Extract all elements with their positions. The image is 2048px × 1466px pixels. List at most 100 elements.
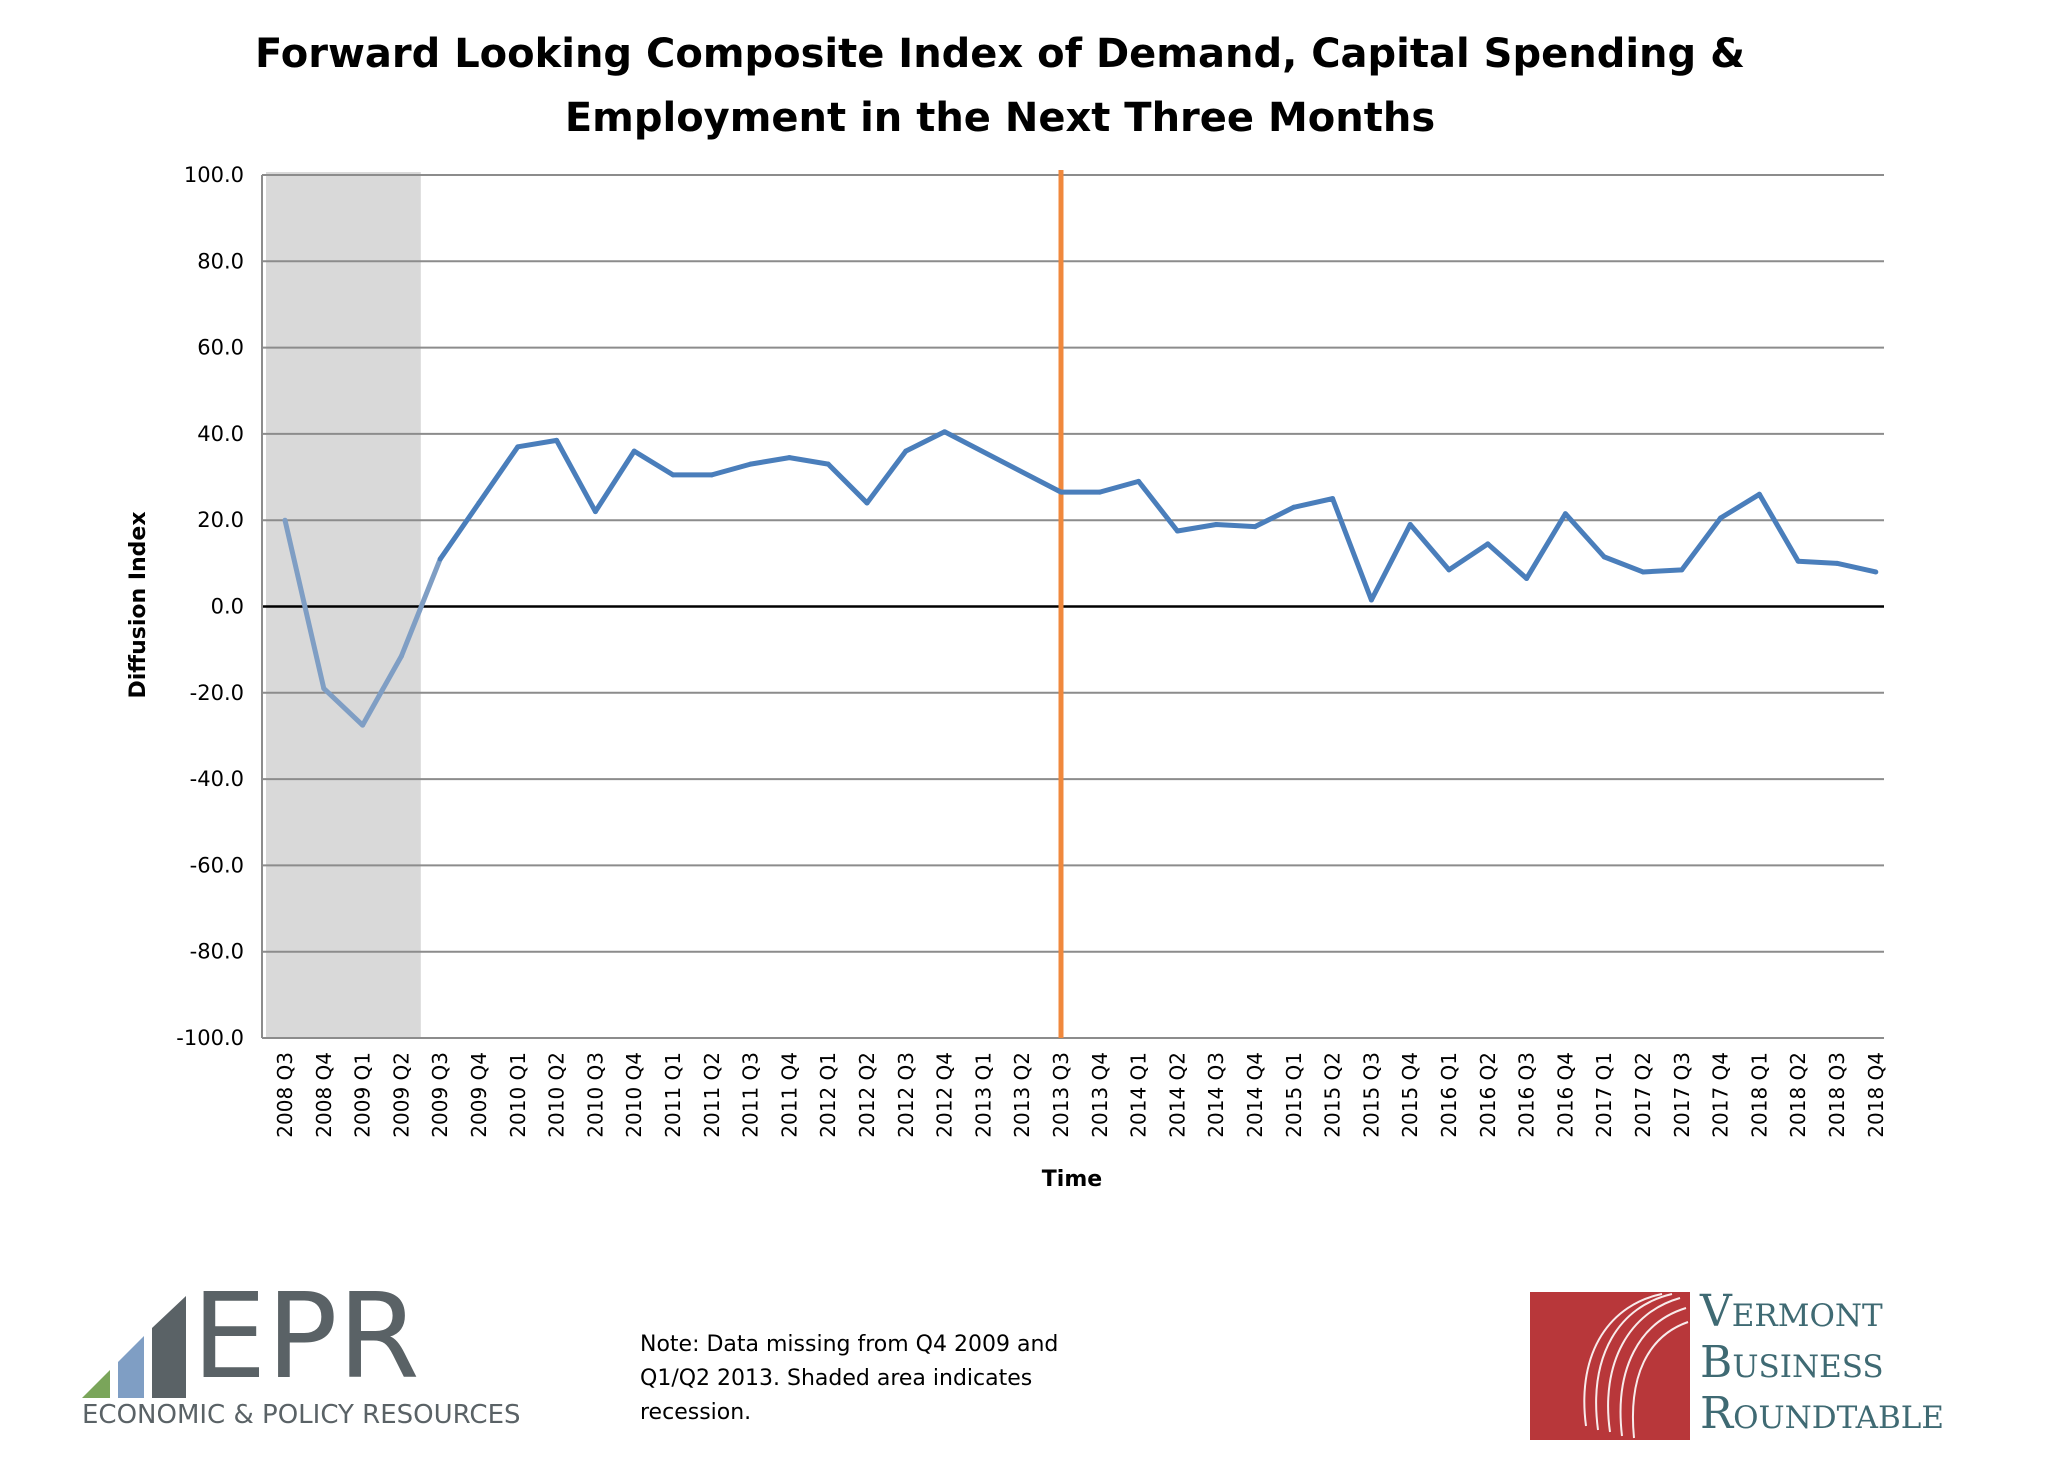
x-tick-label: 2015 Q3 [1359,1052,1383,1138]
data-point [1524,575,1530,581]
y-axis-label: Diffusion Index [126,511,151,698]
vbr-line-1: Vermont [1700,1286,1883,1337]
y-tick-label: 0.0 [211,595,244,619]
x-tick-label: 2011 Q3 [739,1052,763,1138]
y-tick-label: -80.0 [190,940,244,964]
data-point [1058,489,1064,495]
x-tick-label: 2009 Q4 [467,1052,491,1138]
data-point [1601,554,1607,560]
data-point [1213,522,1219,528]
x-tick-label: 2012 Q1 [816,1052,840,1138]
data-point [1446,567,1452,573]
x-tick-label: 2012 Q3 [894,1052,918,1138]
x-tick-label: 2011 Q2 [700,1052,724,1138]
series-line [438,429,946,561]
vbr-wordmark: Vermont Business Roundtable [1700,1286,1944,1439]
data-point [592,509,598,515]
x-tick-label: 2012 Q4 [933,1052,957,1138]
y-tick-labels: 100.0 80.0 60.0 40.0 20.0 0.0 -20.0 -40.0 -60.0 -… [176,163,244,1050]
data-point [942,429,948,435]
recession-shading-layer [266,172,421,1038]
x-tick-label: 2012 Q2 [855,1052,879,1138]
data-point [1679,567,1685,573]
data-point [1834,560,1840,566]
series-line-layer [282,429,1879,728]
data-point [864,500,870,506]
gridlines [261,174,1884,1039]
x-tick-label: 2014 Q1 [1127,1052,1151,1138]
x-tick-label: 2013 Q4 [1088,1052,1112,1138]
x-tick-label: 2013 Q3 [1049,1052,1073,1138]
x-tick-label: 2010 Q2 [545,1052,569,1138]
data-point [903,448,909,454]
data-point [1873,569,1879,575]
data-point [786,455,792,461]
x-tick-label: 2009 Q2 [389,1052,413,1138]
x-tick-label: 2013 Q2 [1010,1052,1034,1138]
y-tick-label: -100.0 [176,1026,244,1050]
data-point [1640,569,1646,575]
y-tick-label: 80.0 [197,249,244,273]
series-line [1061,478,1877,603]
x-tick-label: 2014 Q4 [1243,1052,1267,1138]
series-line-gap-bridge [943,429,1063,495]
x-tick-label: 2013 Q1 [971,1052,995,1138]
data-point [1174,528,1180,534]
x-tick-label: 2009 Q3 [428,1052,452,1138]
x-tick-label: 2018 Q4 [1864,1052,1888,1138]
epr-bars-icon [82,1296,186,1398]
data-point [321,685,327,691]
y-tick-label: 100.0 [184,163,244,187]
chart-title-line-1: Forward Looking Composite Index of Deman… [255,31,1745,77]
y-tick-label: 60.0 [197,336,244,360]
x-tick-label: 2009 Q1 [351,1052,375,1138]
data-point [1718,515,1724,521]
data-point [1291,504,1297,510]
vbr-line-3: Roundtable [1700,1388,1945,1439]
data-point [709,472,715,478]
x-tick-label: 2018 Q1 [1747,1052,1771,1138]
x-tick-label: 2010 Q4 [622,1052,646,1138]
data-point [670,472,676,478]
x-tick-label: 2016 Q1 [1437,1052,1461,1138]
x-tick-label: 2008 Q3 [273,1052,297,1138]
x-tick-label: 2011 Q1 [661,1052,685,1138]
x-tick-label: 2014 Q2 [1165,1052,1189,1138]
x-tick-label: 2016 Q4 [1553,1052,1577,1138]
data-point [282,517,288,523]
x-tick-label: 2011 Q4 [777,1052,801,1138]
vbr-line-2: Business [1700,1337,1884,1388]
x-tick-label: 2008 Q4 [312,1052,336,1138]
data-point [631,448,637,454]
data-point [1330,496,1336,502]
data-point [1097,489,1103,495]
y-tick-label: -40.0 [190,767,244,791]
recession-shading [266,172,421,1038]
data-point [1562,511,1568,517]
data-point [1368,597,1374,603]
data-point [437,556,443,562]
chart-title-line-2: Employment in the Next Three Months [564,95,1436,141]
data-point [1252,524,1258,530]
y-tick-label: 20.0 [197,508,244,532]
chart-note: Note: Data missing from Q4 2009 and Q1/Q… [640,1332,1059,1425]
vbr-emblem-icon [1530,1292,1690,1440]
x-tick-label: 2015 Q1 [1282,1052,1306,1138]
data-point [1136,478,1142,484]
epr-tagline: ECONOMIC & POLICY RESOURCES [82,1400,521,1430]
data-point [825,461,831,467]
data-point [554,437,560,443]
data-point [748,461,754,467]
data-point [476,500,482,506]
data-point [398,653,404,659]
x-tick-label: 2015 Q2 [1321,1052,1345,1138]
x-tick-label: 2018 Q3 [1825,1052,1849,1138]
x-tick-label: 2010 Q1 [506,1052,530,1138]
x-tick-label: 2017 Q4 [1709,1052,1733,1138]
y-tick-label: -20.0 [190,681,244,705]
data-point [1795,558,1801,564]
epr-letters: EPR [192,1267,420,1405]
data-point [1407,522,1413,528]
x-tick-label: 2018 Q2 [1786,1052,1810,1138]
x-tick-labels: 2008 Q3 2008 Q4 2009 Q1 2009 Q2 2009 Q3 2009 … [273,1052,1888,1138]
